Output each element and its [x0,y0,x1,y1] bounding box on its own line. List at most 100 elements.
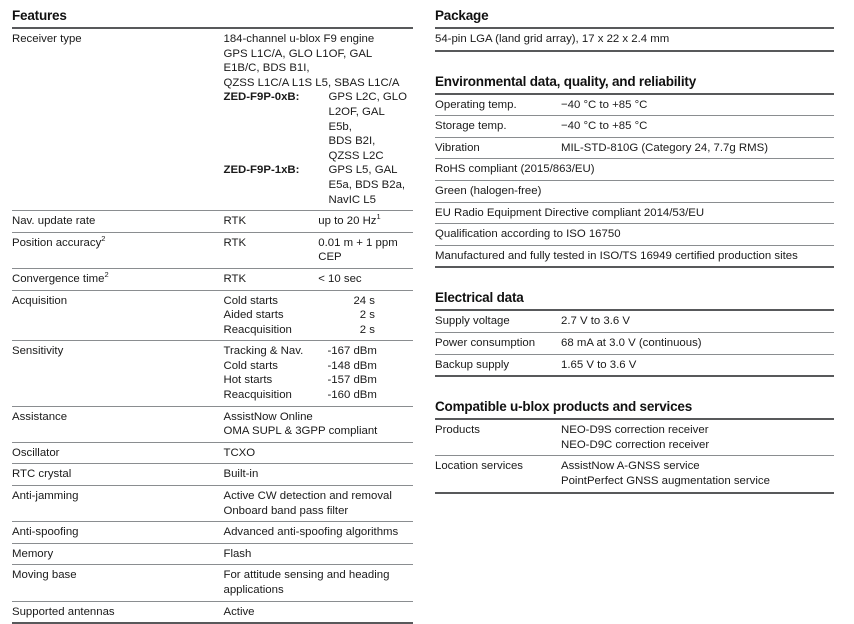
position-accuracy-mode: RTK [223,231,319,269]
table-row-moving-base: Moving base For attitude sensing and hea… [12,564,413,602]
table-row-green: Green (halogen-free) [435,179,834,203]
memory-value: Flash [223,542,413,565]
products-label: Products [435,418,561,456]
anti-jamming-line-2: Onboard band pass filter [223,504,349,517]
location-services-line-1: AssistNow A-GNSS service [561,460,700,473]
table-row-rtc-crystal: RTC crystal Built-in [12,463,413,486]
assistance-label: Assistance [12,405,224,443]
position-accuracy-label-text: Position accuracy [12,236,102,249]
storage-temp-label: Storage temp. [435,115,561,138]
variant-0xb-line-2: BDS B2I, QZSS L2C [328,135,384,162]
electrical-title: Electrical data [435,290,524,306]
acquisition-name-1: Aided starts [223,309,284,322]
table-row-products: Products NEO-D9S correction receiver NEO… [435,418,834,456]
footnote-marker-2a: 2 [101,233,106,243]
assistance-line-1: AssistNow Online [223,410,313,423]
package-table: 54-pin LGA (land grid array), 17 x 22 x … [435,27,834,52]
sensitivity-name-2: Hot starts [223,374,273,387]
table-row-package: 54-pin LGA (land grid array), 17 x 22 x … [435,27,834,52]
datasheet-page: Features Receiver type 184-channel u-blo… [12,0,854,624]
vibration-label: Vibration [435,136,561,159]
anti-spoofing-label: Anti-spoofing [12,521,224,544]
table-row-supported-antennas: Supported antennas Active [12,600,413,624]
footnote-marker-1: 1 [376,212,381,222]
environmental-section: Environmental data, quality, and reliabi… [435,74,834,269]
anti-jamming-label: Anti-jamming [12,485,224,522]
nav-update-rate-value: up to 20 Hz1 [318,210,413,233]
convergence-time-label-text: Convergence time [12,272,105,285]
table-row-oscillator: Oscillator TCXO [12,441,413,464]
variant-0xb: ZED-F9P-0xB: GPS L2C, GLO L2OF, GAL E5b,… [223,90,409,163]
table-row-eu-red: EU Radio Equipment Directive compliant 2… [435,201,834,224]
table-row-location-services: Location services AssistNow A-GNSS servi… [435,455,834,494]
right-column: Package 54-pin LGA (land grid array), 17… [427,0,854,509]
acquisition-name-2: Reacquisition [223,323,292,336]
oscillator-value: TCXO [223,441,413,464]
acquisition-label: Acquisition [12,289,224,341]
variant-0xb-label: ZED-F9P-0xB: [223,91,300,104]
location-services-label: Location services [435,455,561,494]
supported-antennas-value: Active [223,600,413,624]
moving-base-label: Moving base [12,564,224,602]
acquisition-value-2: 2 s [359,323,375,336]
variant-1xb-label: ZED-F9P-1xB: [223,164,300,177]
electrical-section: Electrical data Supply voltage 2.7 V to … [435,290,834,378]
variant-1xb: ZED-F9P-1xB: GPS L5, GAL E5a, BDS B2a, N… [223,163,409,207]
operating-temp-value: −40 °C to +85 °C [561,92,834,116]
oscillator-label: Oscillator [12,441,224,464]
table-row-power-consumption: Power consumption 68 mA at 3.0 V (contin… [435,331,834,355]
acquisition-value-0: 24 s [353,294,375,307]
receiver-engine: 184-channel u-blox F9 engine [223,33,375,45]
anti-jamming-value: Active CW detection and removal Onboard … [223,485,413,522]
backup-supply-value: 1.65 V to 3.6 V [561,353,834,378]
receiver-type-value: 184-channel u-blox F9 engine GPS L1C/A, … [223,27,413,211]
products-line-1: NEO-D9S correction receiver [561,424,709,437]
compatible-section: Compatible u-blox products and services … [435,399,834,494]
acquisition-value-1: 2 s [359,309,375,322]
convergence-time-value: < 10 sec [318,267,413,290]
sensitivity-name-3: Reacquisition [223,389,292,402]
power-consumption-label: Power consumption [435,331,561,355]
package-title: Package [435,8,489,23]
sensitivity-name-1: Cold starts [223,359,278,372]
sensitivity-label: Sensitivity [12,340,224,407]
sensitivity-value-0: -167 dBm [327,345,377,358]
table-row-backup-supply: Backup supply 1.65 V to 3.6 V [435,353,834,378]
convergence-time-label: Convergence time2 [12,267,224,290]
features-section: Features Receiver type 184-channel u-blo… [12,8,413,624]
operating-temp-label: Operating temp. [435,92,561,116]
sensitivity-value-2: -157 dBm [327,374,377,387]
supply-voltage-label: Supply voltage [435,309,561,333]
acquisition-values: Cold starts 24 s Aided starts 2 s Reacqu… [223,289,413,341]
backup-supply-label: Backup supply [435,353,561,378]
memory-label: Memory [12,542,224,565]
table-row-vibration: Vibration MIL-STD-810G (Category 24, 7.7… [435,136,834,159]
sensitivity-value-1: -148 dBm [327,359,377,372]
table-row-iso-ts-16949: Manufactured and fully tested in ISO/TS … [435,244,834,269]
location-services-value: AssistNow A-GNSS service PointPerfect GN… [561,455,834,494]
table-row-acquisition: Acquisition Cold starts 24 s Aided start… [12,289,413,341]
anti-jamming-line-1: Active CW detection and removal [223,490,392,503]
location-services-line-2: PointPerfect GNSS augmentation service [561,474,770,487]
compatible-title: Compatible u-blox products and services [435,399,693,415]
supply-voltage-value: 2.7 V to 3.6 V [561,309,834,333]
variant-1xb-line-2: NavIC L5 [328,193,376,206]
sensitivity-value-3: -160 dBm [327,389,377,402]
compatible-table: Products NEO-D9S correction receiver NEO… [435,418,834,494]
footnote-marker-2b: 2 [104,270,109,280]
receiver-type-label: Receiver type [12,27,224,211]
table-row-rohs: RoHS compliant (2015/863/EU) [435,158,834,181]
vibration-value: MIL-STD-810G (Category 24, 7.7g RMS) [561,136,834,159]
variant-0xb-spacer [223,134,320,163]
assistance-line-2: OMA SUPL & 3GPP compliant [223,425,378,438]
position-accuracy-value: 0.01 m + 1 ppm CEP [318,231,413,269]
rohs-value: RoHS compliant (2015/863/EU) [435,158,834,181]
receiver-bands-2: QZSS L1C/A L1S L5, SBAS L1C/A [223,76,400,89]
table-row-iso16750: Qualification according to ISO 16750 [435,223,834,246]
electrical-table: Supply voltage 2.7 V to 3.6 V Power cons… [435,309,834,378]
iso16750-value: Qualification according to ISO 16750 [435,223,834,246]
supported-antennas-label: Supported antennas [12,600,224,624]
table-row-sensitivity: Sensitivity Tracking & Nav. -167 dBm Col… [12,340,413,407]
iso-ts-16949-value: Manufactured and fully tested in ISO/TS … [435,244,834,269]
moving-base-value: For attitude sensing and heading applica… [223,564,413,602]
